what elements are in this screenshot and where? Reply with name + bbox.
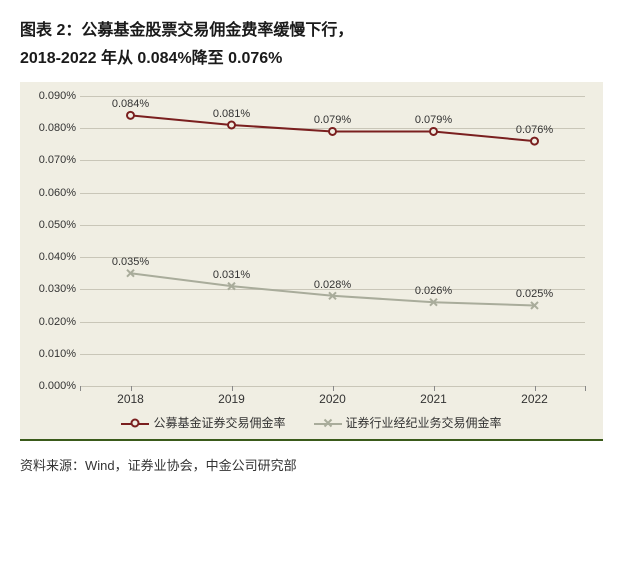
circle-marker-icon — [329, 128, 336, 135]
legend-item: 证券行业经纪业务交易佣金率 — [314, 414, 502, 431]
legend-label: 公募基金证券交易佣金率 — [153, 414, 285, 431]
data-label: 0.035% — [112, 256, 149, 268]
legend-swatch — [121, 418, 149, 428]
y-axis-label: 0.000% — [39, 380, 80, 392]
circle-marker-icon — [121, 418, 149, 428]
y-axis-label: 0.020% — [39, 316, 80, 328]
chart-container: 0.000% 0.010% 0.020% 0.030% 0.040% 0.050% 0.06… — [20, 82, 603, 441]
x-tick — [585, 386, 586, 391]
data-label: 0.026% — [415, 285, 452, 297]
y-axis-label: 0.070% — [39, 154, 80, 166]
source-text: 资料来源：Wind，证券业协会，中金公司研究部 — [20, 455, 603, 474]
data-label: 0.081% — [213, 108, 250, 120]
x-tick — [232, 386, 233, 391]
legend-item: 公募基金证券交易佣金率 — [121, 414, 285, 431]
y-axis-label: 0.050% — [39, 219, 80, 231]
chart-title-line1: 图表 2：公募基金股票交易佣金费率缓慢下行， — [20, 16, 603, 40]
legend-label: 证券行业经纪业务交易佣金率 — [346, 414, 502, 431]
circle-marker-icon — [228, 122, 235, 129]
y-axis-label: 0.030% — [39, 283, 80, 295]
x-tick — [333, 386, 334, 391]
x-tick — [535, 386, 536, 391]
x-tick — [80, 386, 81, 391]
data-label: 0.028% — [314, 279, 351, 291]
x-tick — [131, 386, 132, 391]
legend-swatch — [314, 418, 342, 428]
legend: 公募基金证券交易佣金率 证券行业经纪业务交易佣金率 — [34, 414, 589, 431]
data-label: 0.079% — [314, 115, 351, 127]
data-label: 0.025% — [516, 289, 553, 301]
y-axis-label: 0.060% — [39, 187, 80, 199]
plot-area: 0.000%0.010%0.020%0.030%0.040%0.050%0.06… — [80, 96, 585, 386]
y-axis-label: 0.040% — [39, 251, 80, 263]
x-tick — [434, 386, 435, 391]
y-axis-label: 0.080% — [39, 122, 80, 134]
circle-marker-icon — [127, 112, 134, 119]
series-svg — [80, 96, 585, 386]
data-label: 0.079% — [415, 115, 452, 127]
data-label: 0.076% — [516, 124, 553, 136]
y-axis-label: 0.010% — [39, 348, 80, 360]
data-label: 0.031% — [213, 269, 250, 281]
y-axis-label: 0.090% — [39, 90, 80, 102]
data-label: 0.084% — [112, 99, 149, 111]
circle-marker-icon — [531, 138, 538, 145]
chart-title-line2: 2018-2022 年从 0.084%降至 0.076% — [20, 44, 603, 68]
x-marker-icon — [314, 418, 342, 428]
circle-marker-icon — [430, 128, 437, 135]
